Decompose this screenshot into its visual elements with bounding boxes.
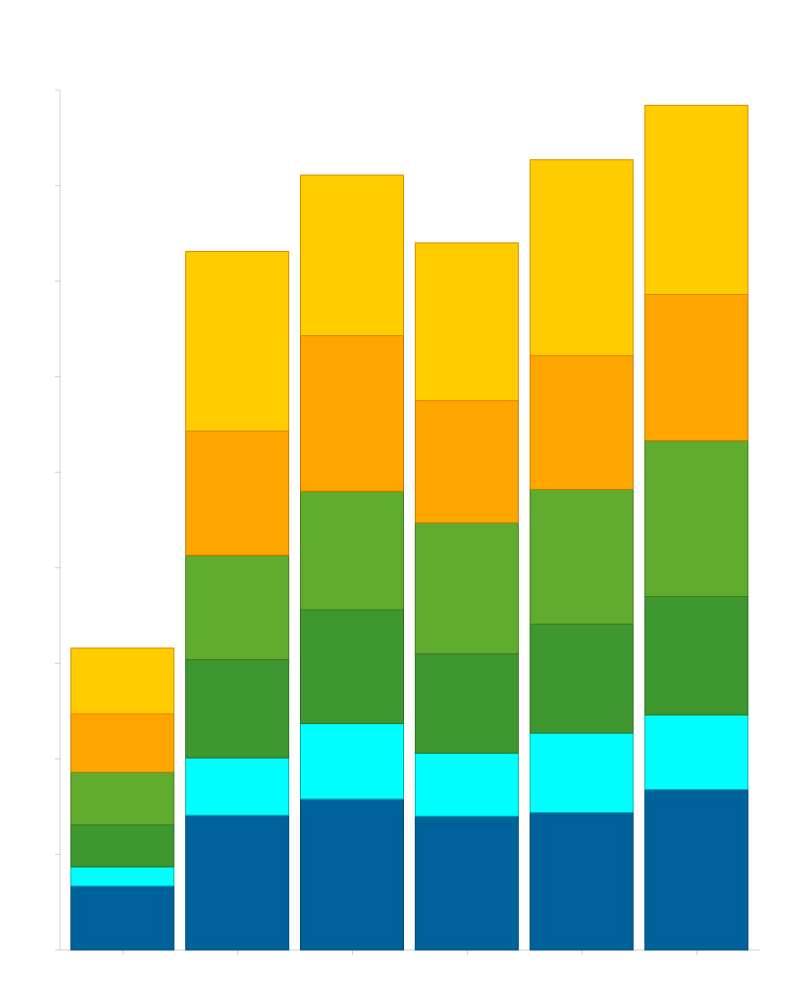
bar-segment-2-4 [300, 335, 404, 492]
bar-segment-2-5 [300, 174, 404, 337]
bar-segment-1-0 [185, 814, 290, 951]
bar-segment-5-1 [644, 714, 749, 790]
bars [70, 104, 749, 951]
bar-segment-2-1 [300, 723, 404, 800]
bar-segment-4-2 [529, 623, 634, 734]
bar-segment-3-0 [414, 815, 519, 951]
bar-segment-1-4 [185, 430, 290, 556]
bar-segment-5-3 [644, 440, 749, 597]
bar-segment-2-3 [300, 490, 404, 611]
bar-segment-0-5 [70, 647, 175, 715]
bar-segment-5-5 [644, 104, 749, 295]
bar-segment-3-4 [414, 400, 519, 524]
bar-segment-1-3 [185, 554, 290, 661]
bar-stack-0 [70, 647, 175, 951]
bar-stack-5 [644, 104, 749, 951]
bar-segment-5-4 [644, 293, 749, 442]
bar-segment-1-5 [185, 250, 290, 432]
bar-segment-3-5 [414, 242, 519, 402]
bar-segment-4-5 [529, 159, 634, 357]
bar-stack-4 [529, 159, 634, 951]
bar-segment-5-2 [644, 595, 749, 716]
bar-stack-1 [185, 250, 290, 951]
bar-segment-0-0 [70, 885, 175, 951]
bar-segment-4-1 [529, 732, 634, 813]
bar-segment-1-1 [185, 757, 290, 816]
bar-segment-2-2 [300, 609, 404, 725]
bar-segment-1-2 [185, 659, 290, 759]
bar-segment-3-1 [414, 752, 519, 817]
bar-segment-2-0 [300, 798, 404, 951]
bar-segment-4-4 [529, 355, 634, 490]
bar-segment-4-0 [529, 811, 634, 951]
bar-segment-0-1 [70, 866, 175, 887]
bar-segment-4-3 [529, 488, 634, 625]
bar-stack-3 [414, 242, 519, 951]
bar-segment-0-2 [70, 824, 175, 868]
bar-stack-2 [300, 174, 404, 951]
bar-segment-3-2 [414, 653, 519, 754]
bar-segment-5-0 [644, 788, 749, 951]
bar-segment-3-3 [414, 522, 519, 655]
bar-segment-0-4 [70, 713, 175, 773]
bar-segment-0-3 [70, 771, 175, 826]
